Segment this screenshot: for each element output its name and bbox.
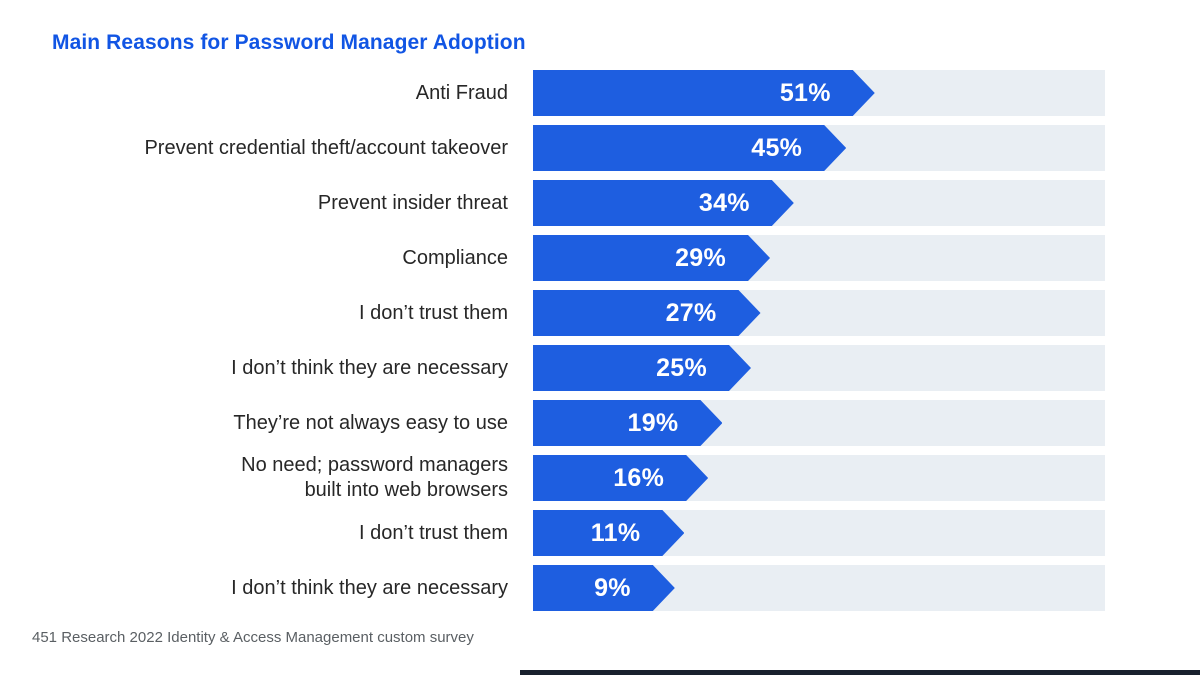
bar: 25%: [533, 345, 751, 391]
bottom-divider: [520, 670, 1200, 675]
category-label: I don’t think they are necessary: [231, 576, 508, 599]
bar-track: 34%: [533, 180, 1105, 226]
bar-value-label: 34%: [698, 188, 750, 217]
bar-track: 19%: [533, 400, 1105, 446]
bar-value-label: 16%: [613, 463, 665, 492]
bar: 45%: [533, 125, 846, 171]
chart-row: Compliance 29%: [32, 235, 1105, 281]
bar-track: 16%: [533, 455, 1105, 501]
bar: 16%: [533, 455, 708, 501]
bar-value-label: 19%: [627, 408, 679, 437]
category-label: Prevent credential theft/account takeove…: [144, 136, 508, 159]
category-label: I don’t trust them: [359, 521, 508, 544]
bar-track: 29%: [533, 235, 1105, 281]
bar-track: 9%: [533, 565, 1105, 611]
bar: 27%: [533, 290, 761, 336]
bar-track: 25%: [533, 345, 1105, 391]
bar: 11%: [533, 510, 684, 556]
bar-track: 11%: [533, 510, 1105, 556]
bar-value-label: 11%: [590, 518, 641, 547]
chart-row: I don’t think they are necessary 25%: [32, 345, 1105, 391]
chart-title: Main Reasons for Password Manager Adopti…: [52, 31, 526, 54]
bar-value-label: 27%: [665, 298, 717, 327]
chart-row: Prevent insider threat 34%: [32, 180, 1105, 226]
bar-track: 27%: [533, 290, 1105, 336]
bar: 29%: [533, 235, 770, 281]
category-label: Anti Fraud: [415, 81, 508, 104]
bar: 34%: [533, 180, 794, 226]
bar-value-label: 29%: [675, 243, 727, 272]
chart-row: They’re not always easy to use 19%: [32, 400, 1105, 446]
bar-value-label: 51%: [779, 78, 831, 107]
bar-track: 51%: [533, 70, 1105, 116]
chart-row: I don’t trust them 11%: [32, 510, 1105, 556]
bar-chart: Anti Fraud 51% Prevent credential theft/…: [32, 70, 1105, 611]
bar-value-label: 25%: [656, 353, 707, 382]
chart-row: I don’t trust them 27%: [32, 290, 1105, 336]
source-note: 451 Research 2022 Identity & Access Mana…: [32, 629, 474, 646]
category-label: I don’t think they are necessary: [231, 356, 508, 379]
chart-row: I don’t think they are necessary 9%: [32, 565, 1105, 611]
category-label: No need; password managers built into we…: [241, 454, 508, 501]
chart-row: No need; password managers built into we…: [32, 454, 1105, 501]
bar: 51%: [533, 70, 875, 116]
category-label: Compliance: [402, 246, 508, 269]
bar-value-label: 9%: [594, 573, 631, 602]
bar: 19%: [533, 400, 722, 446]
chart-row: Anti Fraud 51%: [32, 70, 1105, 116]
bar: 9%: [533, 565, 675, 611]
category-label: They’re not always easy to use: [233, 411, 508, 434]
category-label: Prevent insider threat: [317, 191, 508, 214]
category-label: I don’t trust them: [359, 301, 508, 324]
bar-track: 45%: [533, 125, 1105, 171]
bar-value-label: 45%: [751, 133, 803, 162]
chart-row: Prevent credential theft/account takeove…: [32, 125, 1105, 171]
